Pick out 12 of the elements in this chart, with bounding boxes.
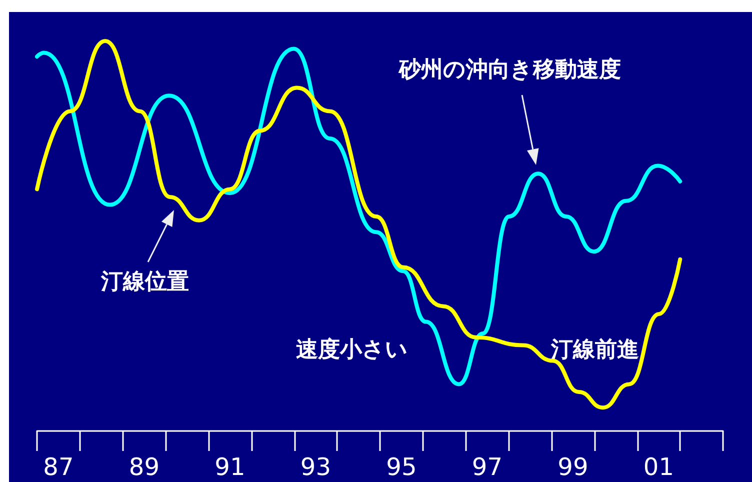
annotation: 汀線位置 <box>100 270 189 294</box>
x-tick-label: 87 <box>43 453 74 481</box>
x-tick-label: 91 <box>214 453 246 481</box>
x-tick-label: 93 <box>300 453 331 481</box>
x-tick-label: 89 <box>128 453 160 481</box>
x-tick-label: 97 <box>472 453 502 481</box>
x-tick-label: 95 <box>386 453 417 481</box>
annotation: 砂州の沖向き移動速度 <box>398 56 621 82</box>
annotation: 汀線前進 <box>550 338 639 362</box>
annotation: 速度小さい <box>296 336 408 362</box>
x-tick-label: 01 <box>643 453 674 481</box>
x-tick-label: 99 <box>558 453 588 481</box>
